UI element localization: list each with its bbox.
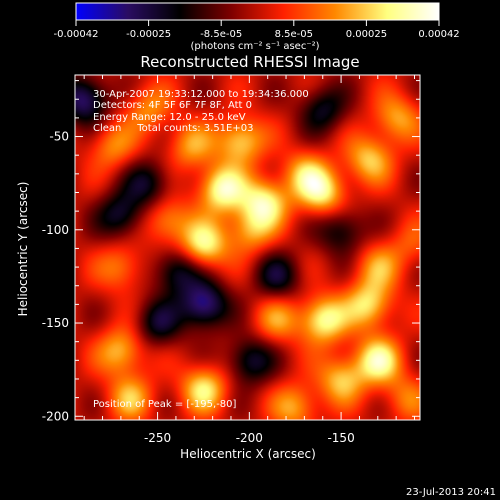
colorbar: -0.00042 -0.00025 -8.5e-05 8.5e-05 0.00025 0.…: [54, 2, 460, 52]
y-axis-label: Heliocentric Y (arcsec): [16, 182, 30, 317]
energy-range-text: Energy Range: 12.0 - 25.0 keV: [93, 112, 246, 123]
x-tick-label: -150: [327, 431, 354, 445]
colorbar-ticks: -0.00042 -0.00025 -8.5e-05 8.5e-05 0.00025 0.…: [54, 20, 460, 40]
x-tick-label: -200: [236, 431, 263, 445]
y-tick-label: -100: [42, 223, 69, 237]
detectors-text: Detectors: 4F 5F 6F 7F 8F, Att 0: [93, 100, 252, 111]
colorbar-gradient: [75, 2, 440, 21]
peak-position-text: Position of Peak = [-195,-80]: [93, 399, 237, 410]
colorbar-tick-label: 8.5e-05: [275, 29, 313, 40]
timestamp-text: 23-Jul-2013 20:41: [406, 487, 496, 498]
colorbar-tick-label: 0.00025: [346, 29, 387, 40]
colorbar-tick-label: -0.00025: [126, 29, 171, 40]
y-tick-label: -50: [49, 130, 69, 144]
y-tick-label: -150: [42, 316, 69, 330]
colorbar-tick-label: 0.00042: [418, 29, 459, 40]
time-range-text: 30-Apr-2007 19:33:12.000 to 19:34:36.000: [93, 89, 309, 100]
heatmap-image: [75, 75, 420, 420]
colorbar-unit-label: (photons cm⁻² s⁻¹ asec⁻²): [190, 41, 319, 52]
colorbar-tick-label: -8.5e-05: [200, 29, 242, 40]
plot-title: Reconstructed RHESSI Image: [140, 53, 359, 71]
image-panel: -250 -200 -150 -50 -100 -150 -200: [42, 74, 421, 445]
x-tick-label: -250: [144, 431, 171, 445]
clean-counts-text: Clean Total counts: 3.51E+03: [93, 123, 253, 134]
axis-ticks: -250 -200 -150 -50 -100 -150 -200: [42, 75, 420, 445]
x-axis-label: Heliocentric X (arcsec): [180, 447, 316, 461]
y-tick-label: -200: [42, 409, 69, 423]
colorbar-tick-label: -0.00042: [54, 29, 99, 40]
plot-frame: [74, 74, 421, 421]
